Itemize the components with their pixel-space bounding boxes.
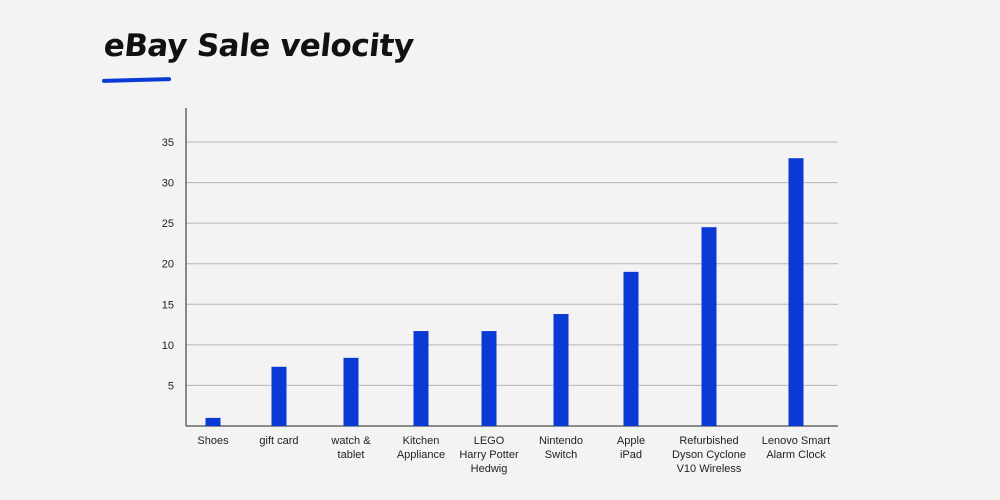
x-tick-label-line: Apple [617,435,645,447]
x-tick-labels: Shoes gift card watch & tablet Kitchen Applia… [197,435,830,475]
x-tick-label-line: Harry Potter [459,449,519,461]
x-tick-label-line: LEGO [474,435,505,447]
x-tick-label-line: Nintendo [539,435,583,447]
grid-lines [186,141,838,386]
x-tick-label: Refurbished Dyson Cyclone V10 Wireless [672,435,746,475]
bar [623,271,639,426]
x-tick-label-line: Alarm Clock [766,449,826,461]
x-tick-label-line: Refurbished [679,435,738,447]
x-tick-label-line: Switch [545,449,577,461]
x-tick-label: Nintendo Switch [539,435,583,461]
x-tick-label: Shoes [197,435,229,447]
x-tick-label: LEGO Harry Potter Hedwig [459,435,519,475]
axes [185,108,838,427]
x-tick-label-line: V10 Wireless [677,463,742,475]
x-tick-label: watch & tablet [330,435,371,461]
y-tick-labels: 5 10 15 20 25 30 35 [162,137,174,392]
y-tick-label: 10 [162,340,174,352]
x-tick-label: Kitchen Appliance [397,435,445,461]
bar [701,227,717,426]
bar [788,158,804,426]
bar [343,357,359,426]
x-tick-label-line: gift card [259,435,298,447]
x-tick-label-line: Lenovo Smart [762,435,830,447]
y-tick-label: 35 [162,137,174,149]
y-tick-label: 30 [162,178,174,190]
x-tick-label-line: Kitchen [403,435,440,447]
x-tick-label-line: Shoes [197,435,229,447]
bar [553,314,569,426]
bar [271,366,287,426]
bar [205,417,221,426]
x-tick-label-line: watch & [330,435,371,447]
x-tick-label-line: Hedwig [471,463,508,475]
bar [413,331,429,426]
x-tick-label-line: Appliance [397,449,445,461]
y-tick-label: 15 [162,299,174,311]
x-tick-label-line: iPad [620,449,642,461]
bars [205,158,804,426]
bar [481,331,497,426]
y-tick-label: 5 [168,380,174,392]
x-tick-label-line: Dyson Cyclone [672,449,746,461]
x-tick-label: Apple iPad [617,435,645,461]
x-tick-label: Lenovo Smart Alarm Clock [762,435,830,461]
y-tick-label: 20 [162,259,174,271]
y-tick-label: 25 [162,218,174,230]
x-tick-label-line: tablet [338,449,365,461]
x-tick-label: gift card [259,435,298,447]
